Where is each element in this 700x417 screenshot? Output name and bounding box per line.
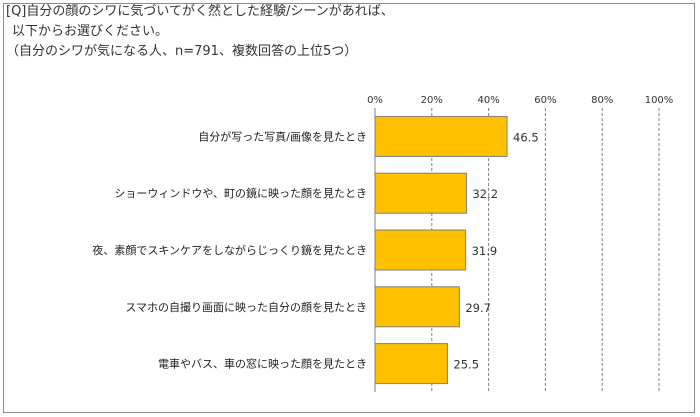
question-line-1: [Q]自分の顔のシワに気づいてがく然とした経験/シーンがあれば、 [6,4,394,19]
category-label: スマホの自撮り画面に映った自分の顔を見たとき [125,300,367,314]
data-label: 46.5 [513,130,539,144]
x-tick-label: 0% [367,95,383,106]
x-tick-label: 80% [591,95,613,106]
question-text: [Q]自分の顔のシワに気づいてがく然とした経験/シーンがあれば、 以下からお選び… [6,2,686,62]
question-line-3: （自分のシワが気になる人、n=791、複数回答の上位5つ） [6,44,358,59]
chart-frame [3,3,695,413]
category-label: 夜、素顔でスキンケアをしながらじっくり鏡を見たとき [92,243,367,257]
data-label: 32.2 [472,187,498,201]
category-label: 電車やバス、車の窓に映った顔を見たとき [158,357,367,371]
data-label: 31.9 [472,244,498,258]
bar [374,229,467,271]
x-tick-label: 20% [421,95,443,106]
x-tick-label: 40% [477,95,499,106]
data-label: 29.7 [465,301,491,315]
x-tick-label: 60% [534,95,556,106]
bar [374,286,460,328]
question-line-2: 以下からお選びください。 [12,24,169,39]
x-tick-label: 100% [645,95,674,106]
bar [374,343,448,385]
category-label: ショーウィンドウや、町の鏡に映った顔を見たとき [114,186,367,200]
bar [374,115,508,157]
data-label: 25.5 [453,358,479,372]
bar [374,172,467,214]
category-label: 自分が写った写真/画像を見たとき [198,129,367,143]
